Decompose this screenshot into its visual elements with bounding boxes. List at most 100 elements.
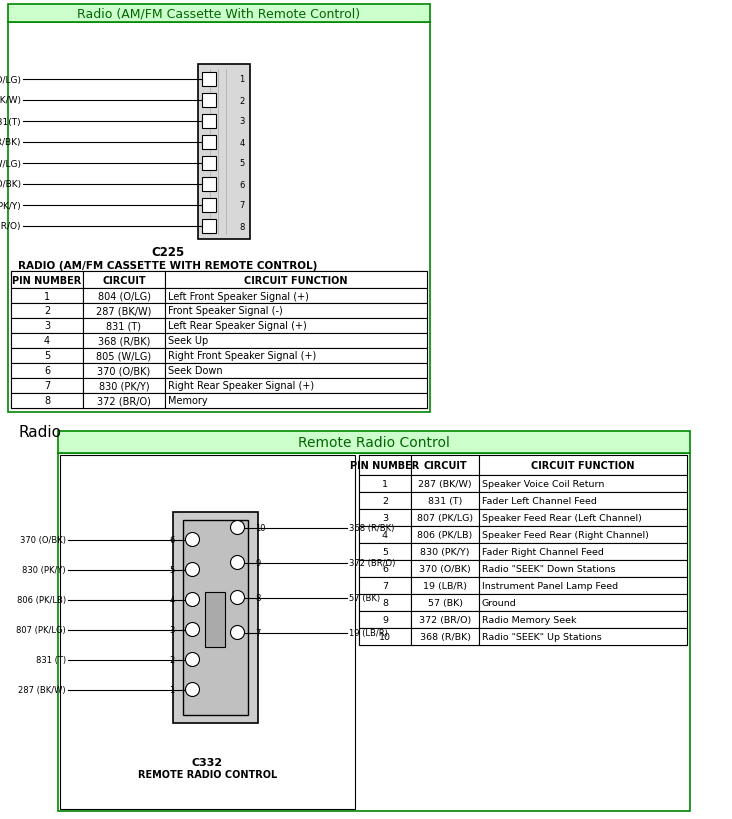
- Bar: [8, 5, 430, 23]
- Text: 805 (W/LG): 805 (W/LG): [97, 351, 152, 361]
- Bar: [11, 288, 83, 304]
- Bar: [202, 219, 216, 233]
- Text: 831(T): 831(T): [0, 117, 21, 126]
- Text: C332: C332: [192, 757, 223, 767]
- Bar: [83, 393, 165, 409]
- Text: 372 (BR/O): 372 (BR/O): [349, 559, 395, 568]
- Text: CIRCUIT: CIRCUIT: [102, 275, 146, 285]
- Bar: [202, 156, 216, 171]
- Text: 3: 3: [382, 514, 388, 523]
- Bar: [202, 94, 216, 108]
- Bar: [58, 454, 690, 811]
- Text: 831 (T): 831 (T): [427, 496, 462, 505]
- Circle shape: [185, 593, 200, 607]
- Text: 6: 6: [239, 180, 244, 189]
- Text: Radio "SEEK" Down Stations: Radio "SEEK" Down Stations: [482, 564, 616, 573]
- Text: 6: 6: [169, 536, 174, 545]
- Text: 370 (O/BK): 370 (O/BK): [0, 180, 21, 189]
- Bar: [202, 73, 216, 87]
- Circle shape: [185, 622, 200, 636]
- Text: 1: 1: [44, 291, 50, 301]
- Text: 831 (T): 831 (T): [36, 655, 66, 664]
- Text: 10: 10: [255, 523, 266, 532]
- Text: 287 (BK/W): 287 (BK/W): [418, 479, 472, 488]
- Text: CIRCUIT FUNCTION: CIRCUIT FUNCTION: [244, 275, 348, 285]
- Bar: [165, 378, 427, 393]
- Text: 806 (PK/LB): 806 (PK/LB): [417, 531, 473, 540]
- Text: 57 (BK): 57 (BK): [349, 593, 380, 602]
- Bar: [11, 333, 83, 349]
- Text: 368(R/BK): 368(R/BK): [0, 138, 21, 147]
- Text: 9: 9: [382, 615, 388, 624]
- Text: 372 (BR/O): 372 (BR/O): [97, 396, 151, 406]
- Text: 287 (BK/W): 287 (BK/W): [97, 306, 152, 316]
- Text: PIN NUMBER: PIN NUMBER: [351, 460, 419, 470]
- Text: 2: 2: [239, 97, 244, 106]
- Bar: [202, 115, 216, 129]
- Bar: [83, 378, 165, 393]
- Text: Fader Left Channel Feed: Fader Left Channel Feed: [482, 496, 597, 505]
- Bar: [165, 288, 427, 304]
- Bar: [359, 527, 411, 543]
- Text: 806 (PK/LB): 806 (PK/LB): [17, 595, 66, 604]
- Bar: [359, 543, 411, 560]
- Bar: [58, 432, 690, 454]
- Bar: [359, 577, 411, 595]
- Bar: [60, 455, 355, 809]
- Circle shape: [231, 590, 244, 604]
- Bar: [411, 509, 479, 527]
- Bar: [411, 527, 479, 543]
- Text: 7: 7: [255, 628, 261, 637]
- Bar: [165, 364, 427, 378]
- Text: 368 (R/BK): 368 (R/BK): [349, 523, 395, 532]
- Bar: [11, 319, 83, 333]
- Bar: [205, 592, 225, 647]
- Text: 368 (R/BK): 368 (R/BK): [98, 336, 150, 346]
- Text: PIN NUMBER: PIN NUMBER: [12, 275, 82, 285]
- Bar: [11, 272, 427, 409]
- Text: CIRCUIT: CIRCUIT: [423, 460, 467, 470]
- Text: 368 (R/BK): 368 (R/BK): [419, 632, 471, 641]
- Text: 5: 5: [169, 565, 174, 574]
- Bar: [359, 595, 411, 611]
- Text: 370 (O/BK): 370 (O/BK): [20, 536, 66, 545]
- Bar: [165, 349, 427, 364]
- Bar: [479, 455, 687, 475]
- Bar: [479, 543, 687, 560]
- Bar: [165, 304, 427, 319]
- Bar: [411, 611, 479, 628]
- Text: 8: 8: [255, 593, 261, 602]
- Bar: [359, 628, 411, 645]
- Circle shape: [185, 533, 200, 547]
- Text: 5: 5: [239, 160, 244, 168]
- Text: 19 (LB/R): 19 (LB/R): [349, 628, 388, 637]
- Bar: [411, 475, 479, 492]
- Text: 831 (T): 831 (T): [106, 321, 141, 331]
- Bar: [359, 509, 411, 527]
- Bar: [359, 455, 687, 645]
- Bar: [198, 65, 250, 240]
- Text: 830 (PK/Y): 830 (PK/Y): [99, 381, 149, 391]
- Text: Speaker Feed Rear (Left Channel): Speaker Feed Rear (Left Channel): [482, 514, 642, 523]
- Bar: [359, 455, 411, 475]
- Bar: [411, 577, 479, 595]
- Text: REMOTE RADIO CONTROL: REMOTE RADIO CONTROL: [138, 769, 277, 779]
- Text: 8: 8: [44, 396, 50, 406]
- Bar: [83, 272, 165, 288]
- Bar: [8, 23, 430, 413]
- Text: RADIO (AM/FM CASSETTE WITH REMOTE CONTROL): RADIO (AM/FM CASSETTE WITH REMOTE CONTRO…: [18, 260, 318, 270]
- Text: 830 (PK/Y): 830 (PK/Y): [23, 565, 66, 574]
- Text: 297(BK/W): 297(BK/W): [0, 97, 21, 106]
- Bar: [202, 199, 216, 213]
- Text: Left Rear Speaker Signal (+): Left Rear Speaker Signal (+): [168, 321, 307, 331]
- Text: Seek Down: Seek Down: [168, 366, 223, 376]
- Bar: [479, 492, 687, 509]
- Bar: [411, 628, 479, 645]
- Bar: [359, 475, 411, 492]
- Bar: [83, 333, 165, 349]
- Text: Radio: Radio: [18, 424, 61, 440]
- Text: 4: 4: [44, 336, 50, 346]
- Text: Left Front Speaker Signal (+): Left Front Speaker Signal (+): [168, 291, 309, 301]
- Text: 807 (PK/LG): 807 (PK/LG): [417, 514, 473, 523]
- Bar: [173, 512, 258, 722]
